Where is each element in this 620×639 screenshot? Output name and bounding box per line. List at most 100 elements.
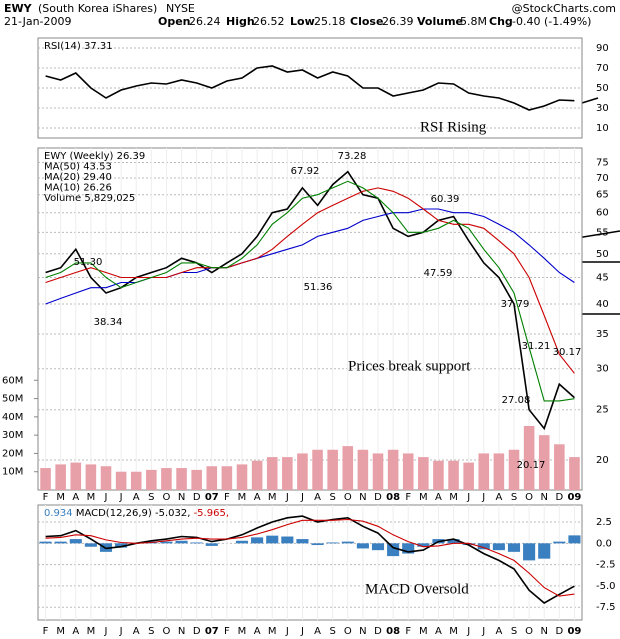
y-tick-label: 55 (596, 227, 609, 238)
x-tick-label: O (344, 492, 352, 503)
volume-bar (266, 457, 278, 490)
low: 25.18 (314, 15, 346, 28)
y-tick-label: 35 (596, 329, 609, 340)
volume-bar (206, 466, 218, 490)
volume-tick-label: 60M (2, 375, 23, 386)
exchange: NYSE (166, 2, 195, 15)
volume-bar (402, 453, 414, 490)
histogram-bar (54, 541, 67, 544)
x-tick-label: 09 (567, 492, 581, 503)
histogram-bar (69, 539, 82, 544)
x-tick-label: J (285, 492, 289, 503)
legend-name: MA(50) (44, 162, 80, 173)
x-tick-label: N (540, 626, 547, 637)
x-tick-label: O (525, 626, 533, 637)
x-tick-label: A (314, 492, 321, 503)
volume-bar (523, 426, 535, 490)
x-tick-label: A (435, 626, 442, 637)
price-label: 51.30 (74, 257, 103, 268)
histogram-bar (341, 541, 354, 544)
histogram-bar (311, 543, 324, 546)
low-label: Low (290, 15, 315, 28)
x-tick-label: D (374, 626, 382, 637)
price-label: 51.36 (304, 282, 333, 293)
plot-area (37, 504, 583, 621)
legend: RSI(14) 37.31 (44, 41, 113, 52)
volume-bar (251, 460, 263, 490)
x-tick-label: O (344, 626, 352, 637)
histogram-bar (477, 543, 490, 550)
histogram-bar (326, 542, 339, 544)
histogram-bar (402, 543, 415, 554)
histogram-bar (417, 543, 430, 547)
legend-value: -5.965, (194, 508, 229, 519)
x-tick-label: O (525, 492, 533, 503)
y-tick-label: 30 (596, 103, 609, 114)
legend-entry: MA(10) 26.26 (44, 183, 112, 194)
histogram-bar (523, 543, 536, 561)
price-label: 67.92 (291, 166, 320, 177)
x-tick-label: M (268, 626, 277, 637)
x-tick-label: M (56, 492, 65, 503)
histogram-bar (371, 543, 385, 551)
x-tick-label: A (133, 492, 140, 503)
volume-bar (221, 466, 233, 490)
x-tick-label: D (193, 626, 201, 637)
chg-label: Chg (489, 15, 513, 28)
histogram-bar (266, 535, 279, 544)
source: @StockCharts.com (512, 2, 616, 15)
y-tick-label: 10 (596, 123, 609, 134)
x-tick-label: S (511, 492, 517, 503)
volume-bar (418, 457, 429, 490)
y-tick-label: 45 (596, 272, 609, 283)
y-tick-label: -2.5 (596, 560, 616, 571)
y-tick-label: 30 (596, 364, 609, 375)
x-tick-label: A (495, 626, 502, 637)
x-tick-label: 07 (205, 626, 219, 637)
price-label: 38.34 (94, 317, 123, 328)
legend-name: MACD(12,26,9) (76, 508, 152, 519)
x-tick-label: F (224, 492, 230, 503)
y-tick-label: 60 (596, 208, 609, 219)
x-tick-label: M (449, 492, 458, 503)
x-tick-label: M (419, 626, 428, 637)
histogram-bar (553, 541, 566, 544)
volume-bar (236, 464, 248, 490)
price-label: 27.08 (502, 395, 531, 406)
x-tick-label: S (329, 626, 335, 637)
histogram-bar (492, 543, 505, 551)
high-label: High (226, 15, 255, 28)
volume-bar (312, 449, 323, 490)
y-tick-label: 40 (596, 299, 609, 310)
x-tick-label: A (254, 626, 261, 637)
histogram-bar (115, 543, 128, 548)
y-tick-label: 75 (596, 158, 609, 169)
x-tick-label: J (285, 626, 289, 637)
high: 26.52 (253, 15, 285, 28)
x-tick-label: J (300, 492, 304, 503)
volume-bar (115, 471, 127, 490)
legend-entry: MA(50) 43.53 (44, 162, 112, 173)
x-tick-label: D (374, 492, 382, 503)
volume-tick-label: 50M (2, 394, 23, 405)
x-tick-label: J (119, 626, 123, 637)
x-tick-label: F (43, 492, 49, 503)
series-line (45, 518, 575, 597)
volume-tick-label: 20M (2, 448, 23, 459)
legend-value: 26.39 (117, 151, 146, 162)
histogram-bar (356, 543, 369, 549)
volume-bar (161, 468, 172, 490)
x-tick-label: D (555, 626, 563, 637)
volume-bar (448, 460, 459, 490)
price-label: 37.79 (501, 299, 530, 310)
x-tick-label: A (133, 626, 140, 637)
y-tick-label: 90 (596, 43, 609, 54)
x-tick-label: N (540, 492, 547, 503)
histogram-bar (568, 535, 581, 544)
histogram-bar (84, 543, 97, 547)
legend-name: MA(10) (44, 183, 80, 194)
series-line (45, 65, 575, 111)
x-tick-label: D (193, 492, 201, 503)
legend-value: 37.31 (84, 41, 113, 52)
